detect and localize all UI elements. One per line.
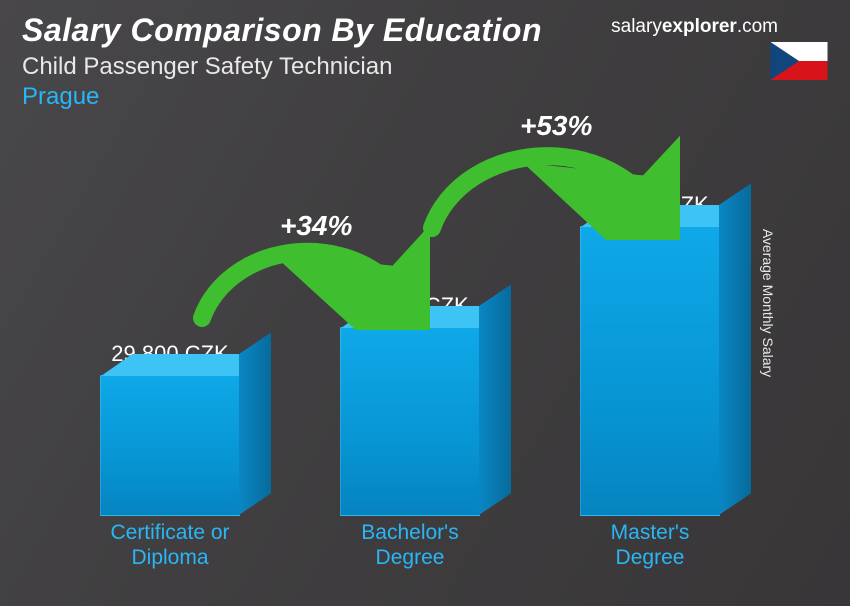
bars-row: 29,800 CZK40,000 CZK61,400 CZK	[50, 130, 770, 516]
bar	[580, 226, 720, 516]
site-prefix: salary	[611, 16, 662, 37]
flag-icon	[770, 42, 828, 80]
bar-group: 29,800 CZK	[70, 341, 270, 516]
site-brand: salaryexplorer.com	[611, 16, 778, 38]
page-title: Salary Comparison By Education	[22, 12, 542, 49]
bar-label: Bachelor'sDegree	[310, 520, 510, 576]
bar	[340, 327, 480, 516]
labels-row: Certificate orDiploma Bachelor'sDegree Mas…	[50, 520, 770, 576]
bar-group: 40,000 CZK	[310, 293, 510, 516]
bar	[100, 375, 240, 516]
page-subtitle: Child Passenger Safety Technician	[22, 53, 542, 81]
site-bold: explorer	[662, 16, 737, 37]
bar-label: Master'sDegree	[550, 520, 750, 576]
site-suffix: .com	[737, 16, 778, 37]
page-location: Prague	[22, 83, 542, 111]
bar-label: Certificate orDiploma	[70, 520, 270, 576]
header: Salary Comparison By Education Child Pas…	[22, 12, 542, 111]
chart-area: 29,800 CZK40,000 CZK61,400 CZK Certifica…	[50, 130, 770, 576]
bar-group: 61,400 CZK	[550, 192, 750, 516]
